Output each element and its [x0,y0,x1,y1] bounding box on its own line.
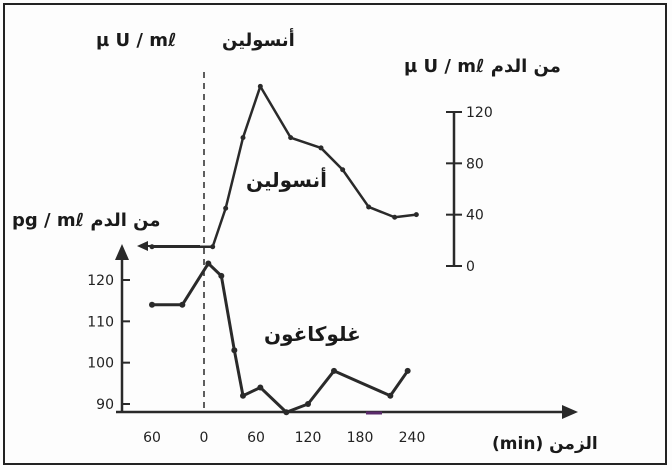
x-tick-label: 60 [247,430,265,446]
insulin-unit-right-label: µ U / mℓ من الدم [404,56,561,77]
glucagon-point [283,409,290,416]
insulin-y-tick-label: 0 [466,259,475,275]
insulin-point [257,83,263,89]
glucagon-y-tick-label: 100 [87,356,114,372]
glucagon-point [257,384,264,391]
x-tick-label: 120 [295,430,322,446]
insulin-point [340,167,346,173]
insulin-unit-left-label: µ U / mℓ [96,30,176,51]
glucagon-y-tick-label: 110 [87,314,114,330]
insulin-point [223,205,229,211]
glucagon-y-axis-arrow [115,244,129,260]
glucagon-y-tick-label: 90 [96,397,114,413]
insulin-point [288,135,294,141]
glucagon-series-line [152,261,409,414]
x-tick-label: 0 [200,430,209,446]
glucagon-point [240,392,246,399]
x-axis-label: الزمن (min) [492,434,598,454]
glucagon-curve-label: غلوكاغون [264,322,361,346]
insulin-series-line [152,85,417,248]
glucagon-point [331,367,337,374]
insulin-y-tick-label: 120 [466,105,493,121]
insulin-point [210,244,216,250]
insulin-unit-left: µ U / mℓ [96,30,177,51]
insulin-point [149,244,155,250]
baseline-pointer-arrow [137,241,148,251]
glucagon-point [231,347,238,354]
glucagon-point [205,260,212,267]
insulin-curve-label: أنسولين [246,168,327,192]
glucagon-y-tick-label: 120 [87,273,114,289]
glucagon-unit-label: pg / mℓ من الدم [12,210,161,231]
glucagon-point [149,301,155,308]
insulin-y-tick-label: 40 [466,208,484,224]
x-tick-label: 180 [347,430,374,446]
insulin-word-top-label: أنسولين [222,30,295,51]
glucagon-point [218,272,225,279]
glucagon-point [305,401,311,407]
glucagon-point [387,392,394,399]
glucagon-point [404,367,411,374]
insulin-point [392,214,398,220]
insulin-point [413,212,419,218]
glucagon-point [179,301,186,308]
insulin-point [366,204,372,210]
figure-border [3,3,667,465]
x-tick-label: 60 [143,430,161,446]
insulin-point [318,145,324,151]
insulin-point [240,135,246,141]
insulin-y-tick-label: 80 [466,156,484,172]
x-axis-arrow [562,405,578,419]
x-tick-label: 240 [399,430,426,446]
